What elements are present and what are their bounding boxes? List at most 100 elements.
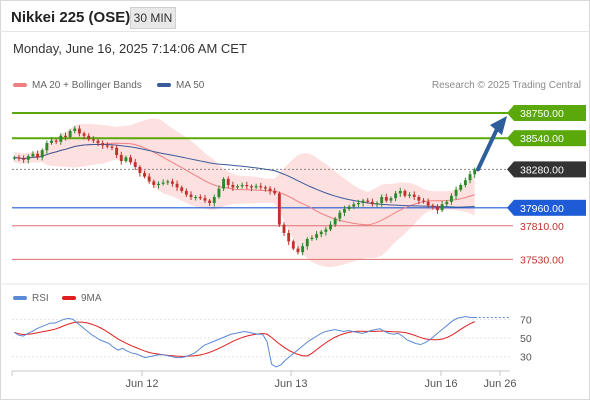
legend-ma50-label: MA 50: [176, 80, 205, 91]
candle-body: [143, 173, 146, 177]
candle-body: [366, 200, 370, 202]
candle-body: [133, 162, 137, 167]
candle-body: [319, 231, 323, 235]
legend-9ma-label: 9MA: [81, 293, 102, 304]
support-label-37810: 37810.00: [520, 221, 564, 233]
candle-body: [426, 201, 430, 206]
candle-body: [408, 194, 412, 196]
candle-body: [50, 140, 53, 143]
candle-body: [333, 218, 337, 225]
candle-body: [180, 187, 184, 191]
pivot-label-37960: 37960.00: [520, 203, 564, 215]
candle-body: [166, 181, 170, 183]
candle-body: [250, 186, 253, 188]
candle-body: [194, 197, 198, 198]
candle-body: [422, 200, 425, 202]
candle-body: [310, 237, 314, 239]
candle-body: [296, 248, 300, 253]
candle-body: [384, 197, 388, 201]
candle-body: [412, 194, 416, 197]
time-label-3: Jun 26: [483, 378, 516, 390]
candle-body: [189, 194, 193, 197]
ma50-swatch: [157, 83, 171, 88]
candle-body: [203, 198, 207, 201]
candle-body: [17, 157, 21, 159]
datetime-label: Monday, June 16, 2025 7:14:06 AM CET: [13, 41, 247, 56]
candle-body: [40, 150, 44, 158]
ma20-swatch: [13, 83, 27, 88]
candle-body: [356, 203, 360, 205]
bollinger-bands: [14, 118, 475, 268]
candle-body: [175, 183, 179, 188]
candle-body: [45, 143, 49, 151]
pivot-tag-arrow-37960: [507, 199, 514, 216]
candle-body: [12, 157, 16, 159]
candle-body: [129, 157, 133, 163]
candle-body: [212, 197, 216, 203]
candle-body: [59, 135, 63, 142]
candle-body: [161, 182, 165, 184]
candle-body: [449, 195, 453, 202]
candle-body: [115, 147, 119, 155]
candle-body: [263, 187, 267, 189]
time-label-0: Jun 12: [125, 378, 158, 390]
candle-body: [222, 179, 226, 189]
candle-body: [157, 183, 160, 185]
candle-body: [87, 135, 91, 140]
candle-body: [259, 186, 263, 188]
legend-9ma: 9MA: [62, 293, 102, 304]
candle-body: [301, 246, 305, 253]
candle-body: [291, 241, 295, 249]
header-divider: [0, 31, 590, 32]
candle-body: [236, 186, 239, 188]
candle-body: [380, 197, 384, 203]
rsi-ma-line: [14, 321, 475, 357]
candle-body: [26, 156, 30, 160]
candle-body: [398, 191, 402, 194]
ma50-line: [14, 143, 475, 208]
candle-body: [73, 128, 77, 131]
candle-body: [463, 180, 467, 185]
candle-body: [22, 158, 26, 160]
candle-body: [77, 128, 81, 134]
candle-body: [254, 186, 258, 188]
support-label-37530: 37530.00: [520, 254, 564, 266]
forecast-arrowhead: [490, 116, 507, 135]
resistance-label-38750: 38750.00: [520, 108, 564, 120]
rsi-tick-50: 50: [520, 333, 532, 345]
candle-body: [324, 229, 328, 232]
resistance-tag-arrow-38750: [507, 105, 514, 121]
candle-body: [305, 239, 309, 247]
candle-body: [170, 181, 174, 184]
candle-body: [375, 203, 379, 205]
candle-body: [436, 206, 439, 211]
candle-body: [473, 169, 477, 175]
rsi-tick-30: 30: [520, 352, 532, 364]
candle-body: [445, 201, 449, 205]
candle-body: [273, 191, 277, 194]
resistance-label-38540: 38540.00: [520, 133, 564, 145]
candle-body: [417, 197, 421, 201]
pivot-tag-37960: [514, 199, 586, 216]
candle-body: [268, 188, 272, 191]
legend-ma20: MA 20 + Bollinger Bands: [13, 80, 142, 91]
candle-body: [347, 206, 351, 209]
resistance-tag-38540: [514, 130, 586, 147]
candle-body: [277, 193, 281, 225]
legend-ma50: MA 50: [157, 80, 204, 91]
candle-body: [184, 191, 188, 195]
candle-body: [119, 155, 123, 161]
page-title: Nikkei 225 (OSE): [11, 9, 131, 26]
current-tag-38280: [514, 161, 586, 178]
rsi-line: [13, 316, 475, 368]
candle-body: [31, 153, 35, 157]
candle-body: [370, 201, 374, 205]
timeframe-button[interactable]: 30 MIN: [130, 7, 176, 29]
candle-body: [231, 185, 235, 188]
candle-body: [68, 131, 72, 137]
candle-body: [329, 224, 332, 230]
candle-body: [440, 204, 444, 211]
candle-body: [208, 200, 212, 203]
candle-body: [101, 143, 105, 146]
